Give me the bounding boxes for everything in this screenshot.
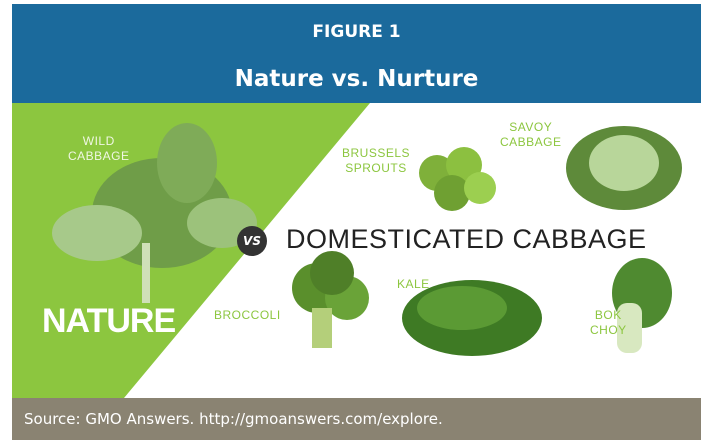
source: Source: GMO Answers. http://gmoanswers.c… <box>12 398 701 440</box>
plant-label: BRUSSELS SPROUTS <box>342 146 410 176</box>
label-line: BROCCOLI <box>214 308 281 323</box>
label-line: SPROUTS <box>342 161 410 176</box>
label-line: BRUSSELS <box>342 146 410 161</box>
label-line: CABBAGE <box>500 135 562 150</box>
plant-label: KALE <box>397 277 430 292</box>
plant-label: SAVOY CABBAGE <box>500 120 562 150</box>
label-line: CHOY <box>590 323 627 338</box>
figure-title: Nature vs. Nurture <box>12 66 701 92</box>
label-line: WILD <box>68 134 130 149</box>
header: FIGURE 1 Nature vs. Nurture <box>12 4 701 103</box>
plant-label: BROCCOLI <box>214 308 281 323</box>
plant-label: WILD CABBAGE <box>68 134 130 164</box>
label-line: CABBAGE <box>68 149 130 164</box>
brussels-sprouts <box>419 147 496 211</box>
figure-label: FIGURE 1 <box>12 22 701 42</box>
domesticated-label: DOMESTICATED CABBAGE <box>286 224 647 255</box>
label-line: BOK <box>590 308 627 323</box>
savoy-cabbage <box>566 126 682 210</box>
bok-choy <box>612 258 672 353</box>
plant-label: BOK CHOY <box>590 308 627 338</box>
label-line: SAVOY <box>500 120 562 135</box>
vs-badge: VS <box>237 226 267 256</box>
label-line: KALE <box>397 277 430 292</box>
page: FIGURE 1 Nature vs. Nurture <box>0 0 713 448</box>
broccoli <box>292 251 369 348</box>
nature-label: NATURE <box>42 302 175 341</box>
